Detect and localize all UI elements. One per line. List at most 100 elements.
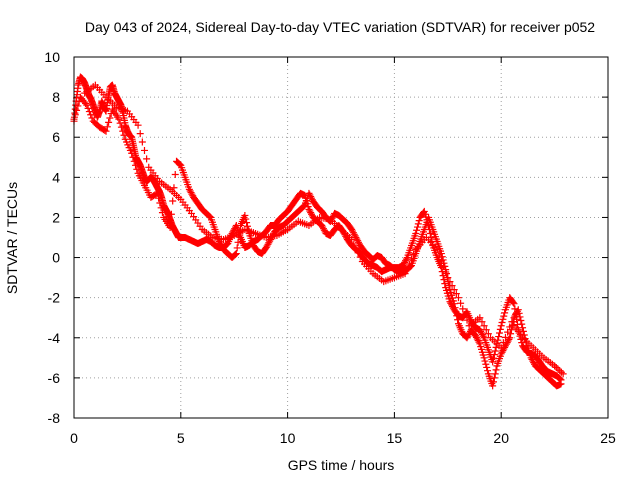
data-point-marker: [515, 329, 523, 337]
data-point-marker: [478, 329, 486, 337]
data-point-marker: [134, 121, 142, 129]
x-tick-label: 25: [600, 430, 616, 446]
data-point-marker: [166, 223, 174, 231]
data-point-marker: [454, 294, 462, 302]
data-point-marker: [515, 309, 523, 317]
data-point-marker: [473, 335, 481, 343]
data-point-marker: [306, 191, 314, 199]
data-point-marker: [305, 189, 313, 197]
data-point-marker: [175, 160, 183, 168]
plot-frame: [73, 56, 609, 419]
data-point-marker: [439, 256, 447, 264]
data-point-marker: [401, 270, 409, 278]
data-point-marker: [499, 339, 507, 347]
data-point-marker: [120, 131, 128, 139]
data-point-marker: [506, 323, 514, 331]
data-point-marker: [130, 157, 138, 165]
data-point-marker: [412, 229, 420, 237]
y-tick-labels: -8 -6 -4 -2 0 2 4 6 8 10: [44, 49, 60, 426]
y-axis-label: SDTVAR / TECUs: [4, 182, 20, 294]
data-point-marker: [481, 357, 489, 365]
data-point-marker: [232, 250, 240, 258]
data-point-marker: [446, 298, 454, 306]
data-point-marker: [218, 242, 226, 250]
data-point-marker: [459, 305, 467, 313]
data-point-marker: [320, 226, 328, 234]
data-point-marker: [407, 255, 415, 263]
data-point-marker: [450, 286, 458, 294]
data-point-marker: [482, 326, 490, 334]
x-tick-label: 20: [493, 430, 509, 446]
data-point-marker: [477, 327, 485, 335]
data-point-marker: [442, 268, 450, 276]
data-point-marker: [527, 354, 535, 362]
data-point-marker: [308, 210, 316, 218]
data-point-marker: [355, 238, 363, 246]
data-point-marker: [490, 374, 498, 382]
data-point-marker: [102, 127, 110, 135]
data-point-marker: [143, 155, 151, 163]
data-point-marker: [457, 299, 465, 307]
data-point-marker: [169, 197, 177, 205]
data-point-marker: [319, 225, 327, 233]
data-point-marker: [354, 249, 362, 257]
x-tick-label: 15: [387, 430, 403, 446]
x-tick-label: 5: [177, 430, 185, 446]
data-point-marker: [491, 370, 499, 378]
data-point-marker: [495, 329, 503, 337]
y-tick-label: 2: [52, 209, 60, 225]
data-point-marker: [153, 189, 161, 197]
data-point-marker: [117, 123, 125, 131]
data-point-marker: [152, 190, 160, 198]
data-point-marker: [300, 202, 308, 210]
data-point-marker: [414, 220, 422, 228]
data-point-marker: [556, 367, 564, 375]
data-point-marker: [472, 333, 480, 341]
data-point-marker: [435, 251, 443, 259]
data-point-marker: [206, 213, 214, 221]
data-point-marker: [476, 326, 484, 334]
data-point-marker: [554, 365, 562, 373]
data-point-marker: [557, 368, 565, 376]
data-point-marker: [348, 236, 356, 244]
data-point-marker: [243, 219, 251, 227]
axis-ticks: [73, 56, 609, 419]
data-point-marker: [352, 244, 360, 252]
data-point-marker: [482, 360, 490, 368]
data-point-marker: [476, 314, 484, 322]
data-point-marker: [446, 278, 454, 286]
data-point-marker: [171, 171, 179, 179]
data-point-marker: [450, 300, 458, 308]
data-point-marker: [465, 331, 473, 339]
data-point-marker: [504, 337, 512, 345]
data-point-marker: [413, 223, 421, 231]
data-point-marker: [101, 126, 109, 134]
data-point-marker: [356, 253, 364, 261]
data-point-marker: [557, 380, 565, 388]
y-tick-label: 0: [52, 250, 60, 266]
data-point-marker: [263, 242, 271, 250]
data-point-marker: [410, 250, 418, 258]
data-point-marker: [71, 111, 79, 119]
data-point-marker: [187, 189, 195, 197]
data-point-marker: [489, 382, 497, 390]
data-point-marker: [167, 210, 175, 218]
data-point-marker: [138, 138, 146, 146]
data-point-marker: [82, 100, 90, 108]
data-point-marker: [319, 223, 327, 231]
data-point-marker: [518, 320, 526, 328]
x-tick-label: 0: [70, 430, 78, 446]
data-point-marker: [479, 332, 487, 340]
data-point-marker: [502, 340, 510, 348]
data-point-marker: [448, 282, 456, 290]
data-point-marker: [480, 322, 488, 330]
data-point-marker: [499, 315, 507, 323]
data-point-marker: [498, 319, 506, 327]
data-point-marker: [433, 246, 441, 254]
data-point-marker: [234, 238, 242, 246]
data-point-marker: [461, 311, 469, 319]
data-point-marker: [105, 118, 113, 126]
data-point-marker: [140, 146, 148, 154]
data-point-marker: [74, 102, 82, 110]
data-point-marker: [349, 229, 357, 237]
